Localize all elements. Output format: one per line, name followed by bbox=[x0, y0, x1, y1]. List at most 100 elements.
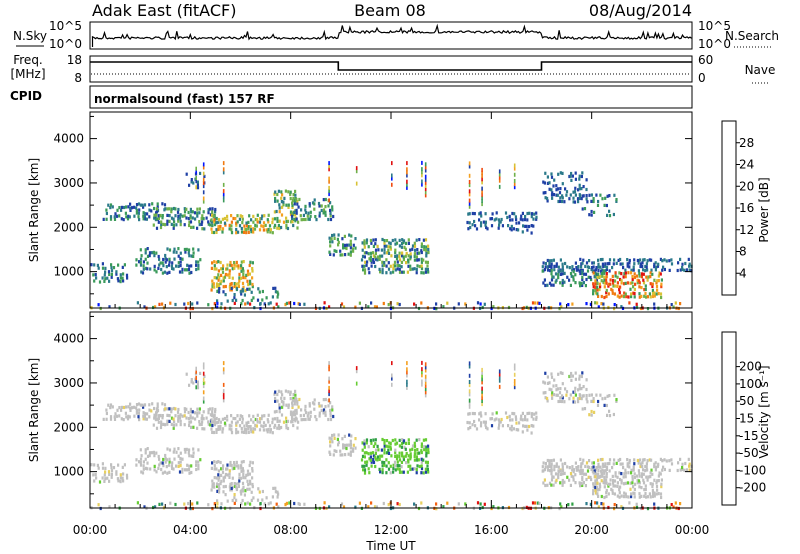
power-cell bbox=[220, 302, 223, 306]
velocity-cell bbox=[544, 483, 547, 488]
power-streak bbox=[421, 170, 423, 175]
velocity-cell bbox=[645, 465, 648, 469]
velocity-cell bbox=[424, 467, 427, 471]
velocity-cell bbox=[185, 407, 188, 411]
velocity-cell bbox=[670, 503, 673, 507]
velocity-cell bbox=[662, 465, 665, 469]
power-cell bbox=[651, 272, 654, 276]
velocity-cell bbox=[211, 410, 214, 414]
velocity-cell bbox=[640, 486, 643, 490]
power-cell bbox=[170, 207, 173, 211]
velocity-cell bbox=[129, 406, 132, 410]
velocity-cell bbox=[561, 472, 564, 476]
velocity-cell bbox=[603, 475, 606, 479]
power-cell bbox=[370, 301, 373, 305]
velocity-cell bbox=[142, 414, 145, 418]
velocity-cell bbox=[275, 502, 278, 506]
power-cell bbox=[209, 213, 212, 217]
velocity-cell bbox=[178, 416, 182, 420]
velocity-cell bbox=[354, 505, 357, 509]
velocity-cell bbox=[196, 414, 199, 418]
velocity-cell bbox=[207, 422, 210, 426]
power-cell bbox=[557, 172, 560, 176]
velocity-cell bbox=[402, 455, 405, 459]
velocity-cell bbox=[192, 381, 195, 385]
velocity-cell bbox=[274, 396, 277, 401]
power-cell bbox=[656, 264, 660, 268]
velocity-cell bbox=[416, 451, 419, 455]
velocity-streak bbox=[328, 379, 330, 384]
power-cell bbox=[611, 291, 614, 295]
velocity-cell bbox=[642, 481, 646, 485]
velocity-cell bbox=[381, 468, 384, 472]
velocity-cell bbox=[619, 485, 622, 489]
velocity-cell bbox=[592, 485, 595, 489]
velocity-cell bbox=[605, 465, 609, 469]
power-cell bbox=[552, 275, 555, 279]
power-cell bbox=[196, 186, 200, 190]
power-cell bbox=[608, 214, 612, 218]
velocity-cell bbox=[162, 464, 165, 468]
velocity-cell bbox=[197, 464, 200, 468]
power-cell bbox=[224, 272, 227, 277]
power-cell bbox=[168, 260, 171, 264]
power-cell bbox=[329, 240, 332, 244]
power-cell bbox=[468, 212, 471, 216]
power-cell bbox=[179, 264, 182, 268]
velocity-cell bbox=[385, 471, 388, 475]
velocity-cell bbox=[644, 491, 647, 496]
velocity-cell bbox=[267, 427, 270, 432]
power-cell bbox=[314, 215, 317, 219]
power-panel-frame bbox=[89, 111, 693, 309]
power-cell bbox=[175, 250, 178, 254]
velocity-cell bbox=[161, 414, 164, 418]
velocity-cell bbox=[550, 459, 553, 463]
velocity-cell bbox=[248, 414, 251, 418]
velocity-cell bbox=[110, 475, 113, 479]
velocity-cell bbox=[535, 415, 538, 419]
velocity-cell bbox=[163, 403, 167, 407]
velocity-cell bbox=[271, 495, 274, 499]
velocity-cell bbox=[157, 454, 160, 459]
power-cell bbox=[274, 199, 277, 203]
velocity-cell bbox=[317, 401, 321, 406]
power-cell bbox=[530, 231, 533, 235]
power-cell bbox=[396, 254, 399, 258]
velocity-cell bbox=[612, 478, 615, 483]
power-cell bbox=[643, 294, 646, 298]
power-cell bbox=[209, 207, 212, 211]
power-cell bbox=[194, 172, 198, 176]
power-cell bbox=[161, 216, 164, 220]
velocity-cell bbox=[442, 505, 445, 509]
velocity-cell bbox=[659, 472, 662, 476]
velocity-cell bbox=[387, 451, 391, 455]
power-cell bbox=[132, 205, 135, 209]
velocity-cell bbox=[110, 463, 113, 467]
power-cell bbox=[653, 291, 656, 295]
velocity-cell bbox=[249, 425, 252, 429]
velocity-cell bbox=[179, 460, 182, 464]
power-cell bbox=[551, 191, 554, 195]
power-cell bbox=[153, 213, 156, 217]
power-streak bbox=[202, 177, 205, 182]
power-cell bbox=[244, 302, 247, 306]
power-cell bbox=[242, 230, 246, 234]
power-cell bbox=[148, 203, 151, 207]
power-cell bbox=[267, 220, 270, 224]
power-cell bbox=[120, 208, 123, 212]
power-cell bbox=[248, 272, 251, 276]
velocity-streak bbox=[222, 370, 225, 375]
power-cell bbox=[645, 275, 648, 279]
velocity-cell bbox=[221, 417, 224, 421]
velocity-cell bbox=[645, 462, 648, 466]
velocity-cell bbox=[276, 416, 279, 421]
velocity-cell bbox=[668, 468, 671, 472]
velocity-cell bbox=[320, 404, 323, 408]
power-cell bbox=[342, 305, 346, 309]
velocity-cell bbox=[548, 464, 551, 468]
velocity-cell bbox=[624, 468, 627, 472]
power-cell bbox=[592, 292, 595, 296]
velocity-cell bbox=[230, 428, 233, 432]
power-cell bbox=[261, 289, 264, 294]
velocity-cell bbox=[605, 494, 608, 499]
